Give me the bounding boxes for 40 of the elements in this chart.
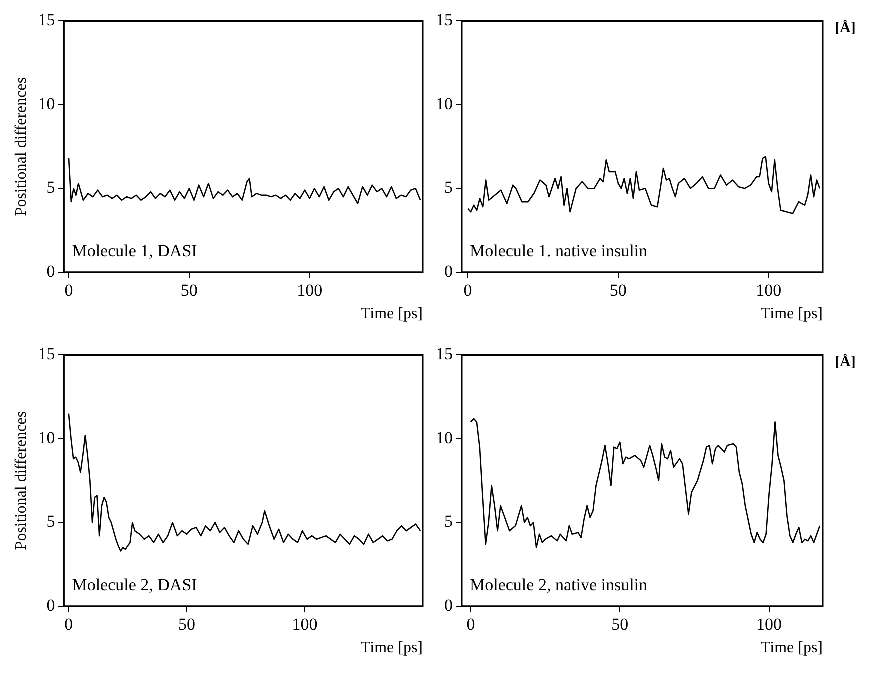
x-tick-label: 100 [756, 615, 782, 634]
x-tick-label: 100 [756, 281, 782, 300]
y-tick-label: 0 [444, 262, 453, 281]
x-tick-label: 50 [180, 281, 198, 300]
x-tick-label: 50 [178, 615, 196, 634]
text: [Å] [835, 20, 856, 37]
x-tick-label: 0 [464, 281, 472, 300]
annotation: Molecule 2, DASI [72, 575, 198, 594]
y-axis-title: Positional differences [12, 411, 30, 550]
annotation: Molecule 2, native insulin [470, 575, 648, 594]
annotation: Molecule 1, DASI [72, 241, 198, 260]
y-tick-label: 0 [46, 596, 56, 615]
x-tick-label: 0 [64, 281, 74, 300]
y-tick-label: 5 [444, 178, 453, 198]
x-tick-label: 50 [610, 281, 627, 300]
y-tick-label: 15 [436, 344, 453, 364]
y-tick-label: 10 [436, 94, 453, 114]
x-axis-title: Time [ps] [760, 640, 823, 657]
x-axis-title: Time [ps] [760, 306, 823, 323]
x-tick-label: 100 [292, 615, 318, 634]
x-tick-label: 100 [297, 281, 323, 300]
y-tick-label: 15 [38, 344, 56, 364]
y-tick-label: 15 [436, 10, 453, 30]
y-tick-label: 15 [38, 10, 56, 30]
x-axis-title: Time [ps] [360, 306, 423, 323]
y-tick-label: 10 [436, 428, 453, 448]
x-tick-label: 0 [466, 615, 476, 634]
y-tick-label: 5 [46, 512, 56, 532]
x-axis-title: Time [ps] [360, 640, 423, 657]
x-tick-label: 0 [64, 615, 74, 634]
y-tick-label: 5 [444, 512, 453, 532]
y-tick-label: 10 [38, 94, 56, 114]
annotation: Molecule 1. native insulin [470, 241, 648, 260]
text: [Å] [835, 354, 856, 371]
y-tick-label: 0 [46, 262, 56, 281]
y-tick-label: 10 [38, 428, 56, 448]
y-tick-label: 0 [444, 596, 453, 615]
y-axis-title: Positional differences [12, 77, 30, 216]
y-tick-label: 5 [46, 178, 56, 198]
x-tick-label: 50 [612, 615, 629, 634]
